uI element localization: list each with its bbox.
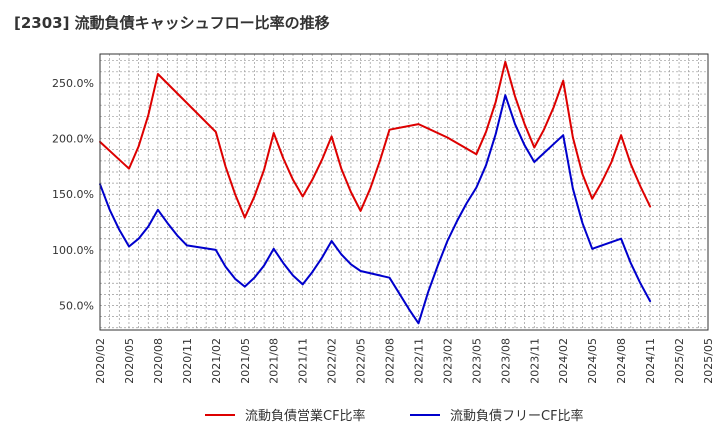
y-tick-label: 200.0% <box>52 133 94 146</box>
chart-title: [2303] 流動負債キャッシュフロー比率の推移 <box>14 14 330 32</box>
series-line-operating-cf <box>99 60 652 219</box>
x-axis-labels: 2020/02 2020/05 2020/08 2020/11 2021/02 2021/… <box>94 338 715 384</box>
x-tick-label: 2021/11 <box>297 338 310 384</box>
legend-label: 流動負債営業CF比率 <box>245 408 366 424</box>
grid-lines <box>99 54 709 330</box>
x-tick-label: 2021/05 <box>239 338 252 384</box>
x-tick-label: 2024/08 <box>615 338 628 384</box>
x-tick-label: 2023/02 <box>441 338 454 384</box>
x-tick-label: 2020/02 <box>94 338 107 384</box>
legend-label: 流動負債フリーCF比率 <box>450 408 584 424</box>
x-tick-label: 2023/08 <box>499 338 512 384</box>
x-tick-label: 2023/11 <box>528 338 541 384</box>
x-tick-label: 2022/02 <box>326 338 339 384</box>
y-axis-labels: 50.0% 100.0% 150.0% 200.0% 250.0% <box>52 77 94 313</box>
x-tick-label: 2024/05 <box>586 338 599 384</box>
x-tick-label: 2021/02 <box>210 338 223 384</box>
y-tick-label: 50.0% <box>59 300 94 313</box>
x-tick-label: 2020/11 <box>181 338 194 384</box>
x-tick-label: 2024/11 <box>644 338 657 384</box>
x-tick-label: 2021/08 <box>268 338 281 384</box>
series-layer <box>99 60 652 325</box>
x-tick-label: 2020/05 <box>123 338 136 384</box>
x-tick-label: 2022/08 <box>384 338 397 384</box>
x-tick-label: 2025/05 <box>702 338 715 384</box>
y-tick-label: 150.0% <box>52 188 94 201</box>
x-tick-label: 2023/05 <box>470 338 483 384</box>
legend: 流動負債営業CF比率 流動負債フリーCF比率 <box>205 408 584 424</box>
y-tick-label: 250.0% <box>52 77 94 90</box>
y-tick-label: 100.0% <box>52 244 94 257</box>
x-tick-label: 2025/02 <box>673 338 686 384</box>
x-tick-label: 2022/11 <box>412 338 425 384</box>
x-tick-label: 2024/02 <box>557 338 570 384</box>
series-line-free-cf <box>99 94 652 325</box>
x-tick-label: 2022/05 <box>355 338 368 384</box>
plot-frame <box>99 53 709 331</box>
x-tick-label: 2020/08 <box>152 338 165 384</box>
